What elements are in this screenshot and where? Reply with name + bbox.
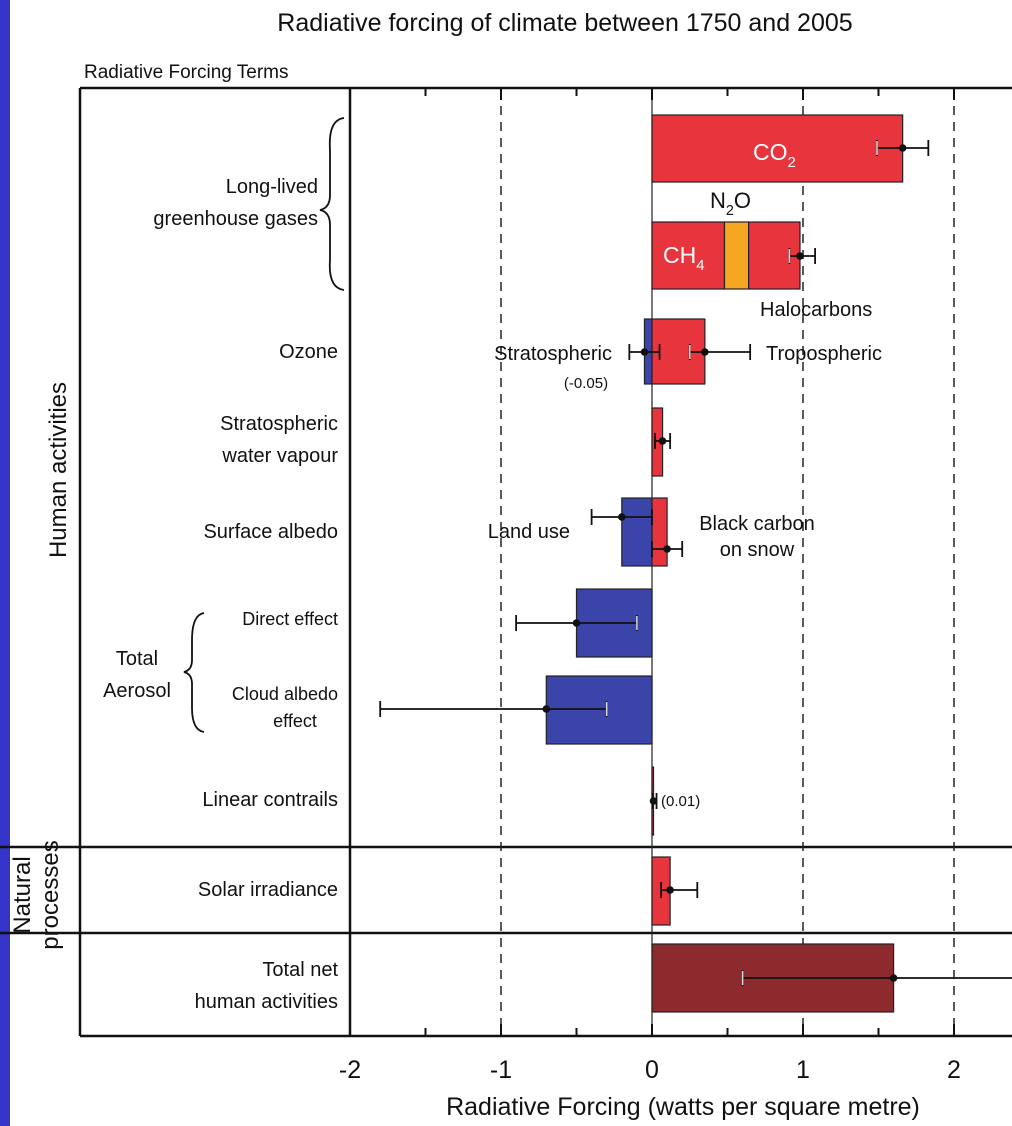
error-bar-black_carbon	[651, 541, 684, 557]
long-lived-brace	[319, 117, 345, 291]
label-land-use: Land use	[488, 521, 570, 543]
estimate-point	[796, 252, 804, 260]
error-bar-solar	[660, 882, 699, 898]
estimate-point	[572, 619, 581, 627]
category-strat-water-line2: water vapour	[221, 445, 338, 467]
estimate-point	[649, 797, 658, 805]
x-tick-label: 2	[947, 1056, 961, 1084]
bar-aerosol_cloud	[545, 675, 653, 745]
category-ozone: Ozone	[279, 341, 338, 363]
category-total-aerosol-line1: Total	[116, 648, 158, 670]
category-cloud-albedo-line2: effect	[273, 711, 317, 731]
bar-land_use	[621, 497, 653, 567]
label-black-carbon: Black carbon	[699, 513, 815, 535]
error-bar-land_use	[590, 509, 653, 525]
label-co2: CO2	[753, 139, 796, 171]
label-halocarbons: Halocarbons	[760, 299, 872, 321]
aerosol-brace	[183, 612, 205, 733]
label-n2o: N2O	[710, 188, 751, 219]
chart-frames	[0, 86, 1012, 1038]
estimate-point	[898, 144, 907, 152]
error-bar-co2	[876, 140, 930, 156]
estimate-point	[666, 886, 674, 894]
error-bar-halocarbons	[788, 248, 816, 264]
x-tick-label: -1	[490, 1056, 512, 1084]
bar-ch4	[651, 221, 726, 290]
label-tropospheric: Tropospheric	[766, 343, 882, 365]
category-long-lived-line1: Long-lived	[226, 176, 318, 198]
bar-n2o	[723, 221, 750, 290]
bar-co2	[651, 114, 904, 183]
estimate-point	[542, 705, 551, 713]
page-background	[10, 0, 1012, 1126]
x-axis: -2 -1 0 1 2	[339, 88, 961, 1084]
estimate-point	[889, 974, 898, 982]
group-label-natural-line1: Natural	[9, 856, 36, 933]
category-labels: Long-lived greenhouse gases Ozone Strato…	[103, 117, 345, 1013]
error-bar-strat_ozone	[628, 344, 661, 360]
category-total-net-line2: human activities	[195, 991, 338, 1013]
error-bar-contrails	[649, 793, 658, 809]
estimate-point	[701, 348, 709, 356]
category-solar: Solar irradiance	[198, 879, 338, 901]
estimate-point	[640, 348, 649, 356]
label-strat-ozone-value: (-0.05)	[564, 375, 608, 392]
bar-black_carbon	[651, 497, 668, 567]
group-label-natural-line2: processes	[37, 840, 64, 949]
x-tick-label: -2	[339, 1056, 361, 1084]
x-tick-label: 1	[796, 1056, 810, 1084]
label-stratospheric: Stratospheric	[494, 343, 612, 365]
group-label-human: Human activities	[45, 382, 72, 558]
category-direct-effect: Direct effect	[242, 609, 338, 629]
estimate-point	[663, 545, 671, 553]
label-ch4: CH4	[663, 242, 705, 274]
category-long-lived-line2: greenhouse gases	[153, 208, 318, 230]
error-bar-strat_water	[654, 433, 672, 449]
category-strat-water-line1: Stratospheric	[220, 413, 338, 435]
x-axis-label: Radiative Forcing (watts per square metr…	[446, 1093, 920, 1121]
x-tick-label: 0	[645, 1056, 659, 1084]
category-total-net-line1: Total net	[262, 959, 338, 981]
category-total-aerosol-line2: Aerosol	[103, 680, 171, 702]
category-contrails: Linear contrails	[202, 789, 338, 811]
label-contrails-value: (0.01)	[661, 793, 700, 810]
category-cloud-albedo-line1: Cloud albedo	[232, 684, 338, 704]
column-header: Radiative Forcing Terms	[84, 62, 289, 83]
estimate-point	[658, 437, 667, 445]
category-surface-albedo: Surface albedo	[203, 521, 338, 543]
bars	[379, 114, 1012, 1013]
label-black-carbon-line2: on snow	[720, 539, 795, 561]
estimate-point	[618, 513, 626, 521]
chart-title: Radiative forcing of climate between 175…	[277, 9, 852, 37]
